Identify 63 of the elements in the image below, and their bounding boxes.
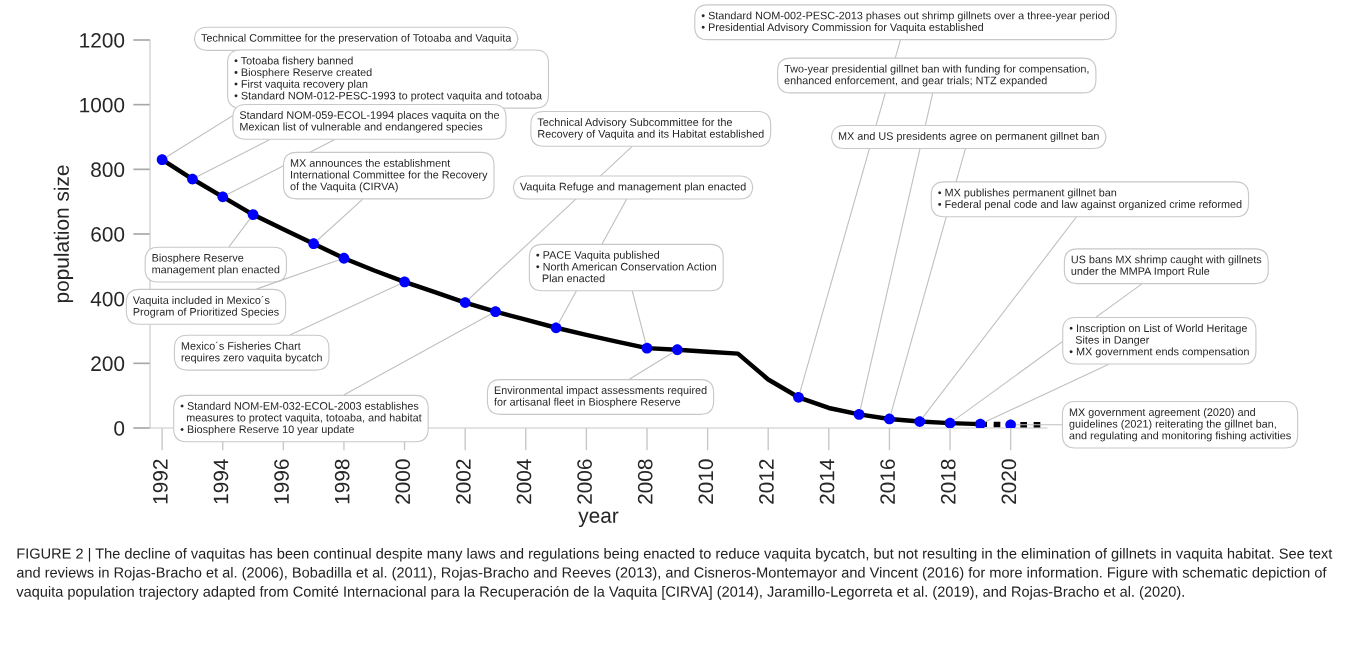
annotation: US bans MX shrimp caught with gillnets under the MMPA Import Rule — [1071, 255, 1262, 278]
annotation: MX and US presidents agree on permanent gillnet ban — [838, 131, 1099, 143]
x-tick-label: 1996 — [274, 459, 289, 504]
y-tick-label: 200 — [91, 356, 125, 372]
annotation: • PACE Vaquita published • North American Conservation Action Plan enacted — [536, 250, 716, 283]
annotation: • MX publishes permanent gillnet ban • Federal penal code and law against organized crime reformed — [938, 188, 1242, 211]
point — [338, 252, 350, 264]
point — [490, 306, 501, 317]
point — [884, 413, 895, 425]
annotation: • Standard NOM-EM-032-ECOL-2003 establishes measures to protect vaquita, totoaba, and habitat • Biosphere Reserve 10 year update — [180, 401, 422, 436]
annotation: • Standard NOM-002-PESC-2013 phases out shrimp gillnets over a three-year period • Presidential Advisory Commission for Vaquita established — [701, 11, 1110, 34]
annotation: MX government agreement (2020) and guidelines (2021) reiterating the gillnet ban, and regulating and monitoring fishing activities — [1069, 408, 1291, 442]
point — [399, 276, 410, 288]
annotation: • Totoaba fishery banned • Biosphere Reserve created • First vaquita recovery plan • Standard NOM-012-PESC-1993 to protect vaquita and totoaba — [234, 56, 542, 102]
point — [641, 342, 653, 354]
annotation: Technical Committee for the preservation of Totoaba and Vaquita — [201, 33, 512, 44]
y-tick-label: 600 — [91, 227, 125, 242]
point — [1005, 419, 1017, 428]
x-tick-label: 2002 — [456, 459, 471, 504]
x-tick-label: 2016 — [880, 459, 896, 504]
point — [550, 322, 562, 334]
point — [914, 416, 926, 427]
x-tick-label: 1992 — [152, 459, 168, 504]
annotation: Standard NOM-059-ECOL-1994 places vaquita on the Mexican list of vulnerable and endangered species — [239, 110, 500, 133]
annotation: Biosphere Reserve management plan enacted — [152, 253, 280, 276]
x-tick-label: 2000 — [395, 459, 411, 504]
point — [671, 344, 683, 356]
annotation: Vaquita Refuge and management plan enacted — [520, 182, 746, 193]
annotation: Two-year presidential gillnet ban with funding for compensation, enhanced enforcement, and gear trials; NTZ expanded — [784, 64, 1089, 87]
y-axis-title: population size — [53, 165, 74, 303]
point — [217, 191, 229, 203]
x-tick-label: 2006 — [577, 459, 592, 504]
annotation: MX announces the establishment International Committee for the Recovery of the Vaquita (CIRVA) — [290, 158, 488, 193]
annotation: Mexico´s Fisheries Chart requires zero vaquita bycatch — [181, 341, 322, 364]
x-axis-title: year — [578, 511, 619, 528]
y-tick-label: 1200 — [80, 33, 125, 48]
annotation: Vaquita included in Mexico´s Program of Prioritized Species — [132, 295, 279, 318]
point — [944, 417, 956, 428]
point — [247, 209, 259, 220]
point — [156, 154, 168, 166]
annotation: Technical Advisory Subcommittee for the Recovery of Vaquita and its Habitat established — [537, 118, 764, 140]
x-tick-label: 2004 — [516, 459, 532, 504]
x-tick-label: 2012 — [759, 459, 774, 504]
x-tick-label: 2008 — [637, 459, 653, 504]
y-tick-label: 400 — [90, 291, 125, 307]
point — [187, 173, 198, 185]
point — [459, 297, 471, 308]
y-tick-label: 1000 — [80, 97, 125, 113]
x-tick-label: 2018 — [940, 459, 956, 504]
x-tick-label: 1994 — [213, 459, 229, 504]
annotation: Environmental impact assessments required for artisanal fleet in Biosphere Reserve — [494, 386, 707, 408]
point — [308, 238, 320, 250]
x-tick-label: 2020 — [1001, 459, 1017, 504]
point — [974, 418, 986, 428]
point — [853, 409, 865, 420]
x-tick-label: 1998 — [334, 459, 350, 504]
caption: FIGURE 2 | The decline of vaquitas has been continual despite many laws and regulations being enacted to reduce vaquita bycatch, but not resulting in the elimination of gillnets in vaquita habitat. See text and reviews in Rojas-Bracho et al. (2006), Bobadilla et al. (2011), Rojas-Bracho and Reeves (2013), and Cisneros-Montemayor and Vincent (2016) for more information. Figure with schematic depiction of vaquita population trajectory adapted from Comité Internacional para la Recuperación de la Vaquita [CIRVA] (2014), Jaramillo-Legorreta et al. (2019), and Rojas-Bracho et al. (2020). — [16, 548, 1333, 600]
annotation: • Inscription on List of World Heritage Sites in Danger • MX government ends compensation — [1069, 324, 1249, 358]
y-tick-label: 0 — [114, 421, 125, 436]
x-tick-label: 2010 — [698, 459, 714, 504]
x-tick-label: 2014 — [819, 459, 835, 504]
point — [793, 391, 804, 403]
y-tick-label: 800 — [91, 162, 125, 178]
